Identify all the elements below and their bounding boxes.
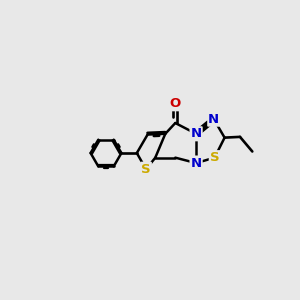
Text: N: N xyxy=(208,113,219,126)
Text: S: S xyxy=(210,151,219,164)
Text: N: N xyxy=(190,127,202,140)
Text: N: N xyxy=(190,157,202,169)
Text: S: S xyxy=(141,163,151,176)
Text: O: O xyxy=(170,97,181,110)
